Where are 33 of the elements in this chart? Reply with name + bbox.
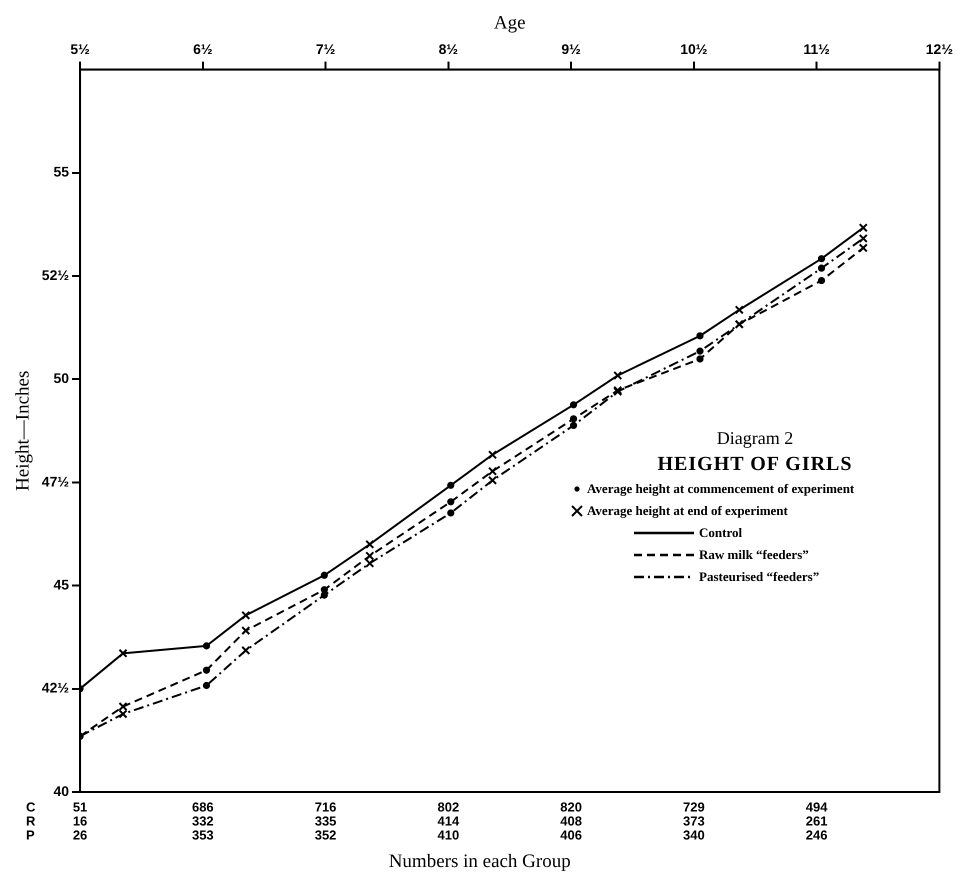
x-tick-label: 6½ bbox=[193, 41, 213, 58]
text: 716 335 352 bbox=[314, 800, 336, 843]
legend-label: Pasteurised “feeders” bbox=[699, 569, 820, 585]
text: 802 414 410 bbox=[437, 800, 460, 843]
y-tick-label: 50 bbox=[53, 370, 70, 386]
text: Numbers in each Group bbox=[388, 850, 571, 872]
y-tick-label: 55 bbox=[53, 164, 70, 180]
text: 494 261 246 bbox=[806, 800, 828, 843]
text: 686 332 353 bbox=[192, 800, 214, 843]
y-axis-title: Height—Inches bbox=[12, 370, 34, 491]
x-tick-label: 10½ bbox=[680, 41, 708, 58]
legend-label: Raw milk “feeders” bbox=[699, 547, 809, 563]
y-tick-label: 45 bbox=[53, 576, 70, 592]
x-tick-label: 7½ bbox=[316, 41, 336, 58]
text: Diagram 2 bbox=[716, 427, 794, 450]
x-axis-title: Age bbox=[494, 12, 526, 34]
x-tick-label: 8½ bbox=[438, 41, 458, 58]
legend-label: Control bbox=[699, 525, 742, 541]
text: 820 408 406 bbox=[560, 800, 582, 843]
y-tick-label: 52½ bbox=[42, 266, 70, 283]
x-tick-label: 12½ bbox=[926, 41, 954, 58]
legend-label: Average height at end of experiment bbox=[587, 503, 788, 519]
text: C R P bbox=[26, 800, 36, 843]
x-tick-label: 11½ bbox=[803, 41, 830, 58]
x-tick-label: 5½ bbox=[70, 41, 90, 58]
y-tick-label: 47½ bbox=[42, 473, 70, 490]
y-tick-label: 42½ bbox=[42, 680, 70, 696]
y-tick-label: 40 bbox=[53, 782, 70, 799]
text: 51 16 26 bbox=[72, 800, 88, 843]
legend-label: Average height at commencement of experiment bbox=[587, 481, 854, 497]
text: HEIGHT OF GIRLS bbox=[656, 452, 854, 477]
text: 729 373 340 bbox=[683, 800, 705, 843]
x-tick-label: 9½ bbox=[561, 41, 582, 58]
